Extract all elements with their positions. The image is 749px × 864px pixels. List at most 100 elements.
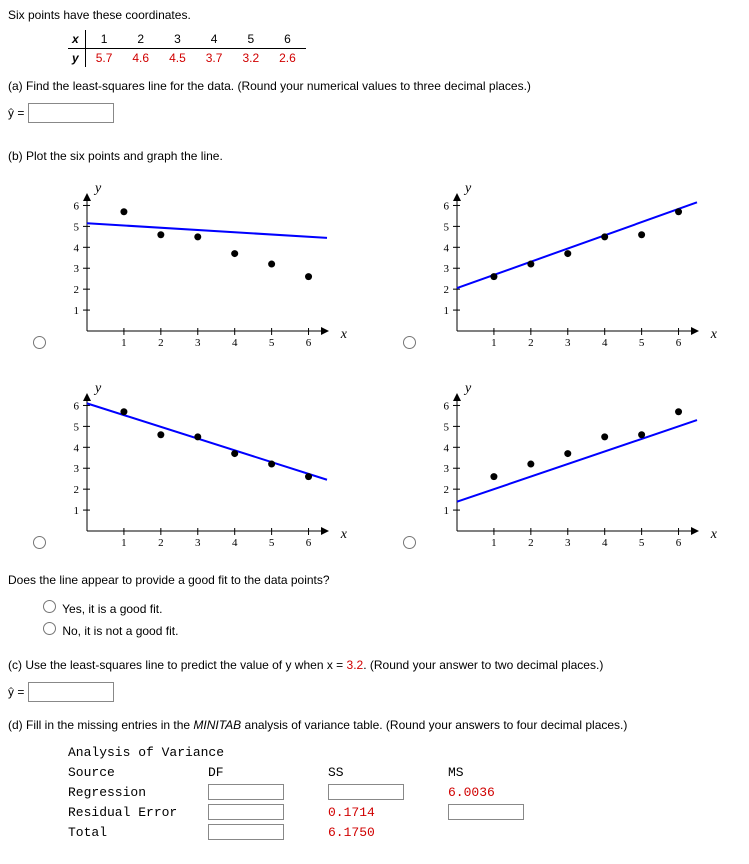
minitab-word: MINITAB — [193, 718, 241, 732]
part-c-xval: 3.2 — [347, 658, 364, 672]
chart-0-xlabel: x — [341, 327, 347, 343]
svg-text:5: 5 — [74, 221, 80, 233]
y-val-3: 3.7 — [196, 49, 233, 68]
anova-table: Analysis of Variance Source DF SS MS Reg… — [68, 742, 741, 842]
part-b-prompt: (b) Plot the six points and graph the li… — [8, 149, 741, 163]
svg-text:2: 2 — [74, 284, 80, 296]
chart-radio-2[interactable] — [33, 536, 46, 549]
y-val-4: 3.2 — [232, 49, 269, 68]
svg-text:6: 6 — [306, 537, 312, 549]
y-val-2: 4.5 — [159, 49, 196, 68]
svg-text:6: 6 — [74, 400, 80, 412]
x-val-3: 4 — [196, 30, 233, 49]
fit-no-radio[interactable] — [43, 622, 56, 635]
hdr-ss: SS — [328, 765, 448, 780]
svg-text:6: 6 — [444, 200, 450, 212]
chart-0-ylabel: y — [95, 181, 101, 197]
svg-text:3: 3 — [444, 463, 450, 475]
chart-0: y x 123456123456 — [57, 183, 337, 353]
chart-2-ylabel: y — [95, 381, 101, 397]
yhat-a-input[interactable] — [28, 103, 114, 123]
svg-text:2: 2 — [444, 284, 450, 296]
svg-text:1: 1 — [74, 305, 80, 317]
svg-text:6: 6 — [444, 400, 450, 412]
svg-text:4: 4 — [444, 242, 450, 254]
chart-2-xlabel: x — [341, 527, 347, 543]
svg-text:2: 2 — [158, 337, 164, 349]
y-label: y — [68, 49, 85, 68]
svg-text:1: 1 — [491, 337, 497, 349]
svg-text:5: 5 — [269, 337, 275, 349]
part-d-post: analysis of variance table. (Round your … — [241, 718, 627, 732]
x-val-0: 1 — [85, 30, 122, 49]
chart-radio-1[interactable] — [403, 336, 416, 349]
fit-no-row: No, it is not a good fit. — [38, 619, 741, 638]
res-label: Residual Error — [68, 805, 208, 820]
svg-text:3: 3 — [74, 463, 80, 475]
chart-radio-0[interactable] — [33, 336, 46, 349]
chart-radio-3[interactable] — [403, 536, 416, 549]
part-c-pre: (c) Use the least-squares line to predic… — [8, 658, 347, 672]
intro-text: Six points have these coordinates. — [8, 8, 741, 22]
svg-text:1: 1 — [491, 537, 497, 549]
chart-3-xlabel: x — [711, 527, 717, 543]
fit-no-label: No, it is not a good fit. — [62, 624, 178, 638]
svg-text:3: 3 — [195, 337, 201, 349]
y-val-5: 2.6 — [269, 49, 306, 68]
svg-text:5: 5 — [639, 337, 645, 349]
reg-ms-val: 6.0036 — [448, 785, 568, 800]
fit-yes-label: Yes, it is a good fit. — [62, 602, 162, 616]
data-table: x 1 2 3 4 5 6 y 5.7 4.6 4.5 3.7 3.2 2.6 — [68, 30, 306, 67]
hdr-source: Source — [68, 765, 208, 780]
yhat-c-label: ŷ = — [8, 685, 24, 699]
svg-text:1: 1 — [121, 337, 127, 349]
goodfit-question: Does the line appear to provide a good f… — [8, 573, 741, 587]
svg-text:2: 2 — [528, 537, 534, 549]
fit-yes-row: Yes, it is a good fit. — [38, 597, 741, 616]
chart-2: y x 123456123456 — [57, 383, 337, 553]
x-val-1: 2 — [122, 30, 159, 49]
svg-text:1: 1 — [74, 505, 80, 517]
reg-label: Regression — [68, 785, 208, 800]
res-df-input[interactable] — [208, 804, 284, 820]
part-d-pre: (d) Fill in the missing entries in the — [8, 718, 193, 732]
svg-text:3: 3 — [565, 337, 571, 349]
tot-df-input[interactable] — [208, 824, 284, 840]
svg-text:4: 4 — [444, 442, 450, 454]
chart-1-ylabel: y — [465, 181, 471, 197]
fit-yes-radio[interactable] — [43, 600, 56, 613]
svg-text:6: 6 — [74, 200, 80, 212]
reg-ss-input[interactable] — [328, 784, 404, 800]
chart-3: y x 123456123456 — [427, 383, 707, 553]
svg-text:5: 5 — [269, 537, 275, 549]
x-val-4: 5 — [232, 30, 269, 49]
part-d-prompt: (d) Fill in the missing entries in the M… — [8, 718, 741, 732]
x-val-2: 3 — [159, 30, 196, 49]
x-val-5: 6 — [269, 30, 306, 49]
reg-df-input[interactable] — [208, 784, 284, 800]
svg-text:2: 2 — [74, 484, 80, 496]
part-a-prompt: (a) Find the least-squares line for the … — [8, 79, 741, 93]
x-label: x — [68, 30, 85, 49]
hdr-ms: MS — [448, 765, 568, 780]
svg-text:1: 1 — [121, 537, 127, 549]
svg-text:4: 4 — [602, 537, 608, 549]
res-ms-input[interactable] — [448, 804, 524, 820]
svg-text:6: 6 — [676, 337, 682, 349]
svg-text:6: 6 — [676, 537, 682, 549]
svg-text:2: 2 — [528, 337, 534, 349]
svg-text:5: 5 — [444, 421, 450, 433]
y-val-1: 4.6 — [122, 49, 159, 68]
svg-text:5: 5 — [74, 421, 80, 433]
svg-text:3: 3 — [195, 537, 201, 549]
svg-text:5: 5 — [639, 537, 645, 549]
svg-text:4: 4 — [232, 337, 238, 349]
hdr-df: DF — [208, 765, 328, 780]
svg-text:2: 2 — [444, 484, 450, 496]
svg-text:1: 1 — [444, 505, 450, 517]
yhat-c-input[interactable] — [28, 682, 114, 702]
svg-text:4: 4 — [74, 442, 80, 454]
svg-text:2: 2 — [158, 537, 164, 549]
chart-3-ylabel: y — [465, 381, 471, 397]
svg-text:5: 5 — [444, 221, 450, 233]
